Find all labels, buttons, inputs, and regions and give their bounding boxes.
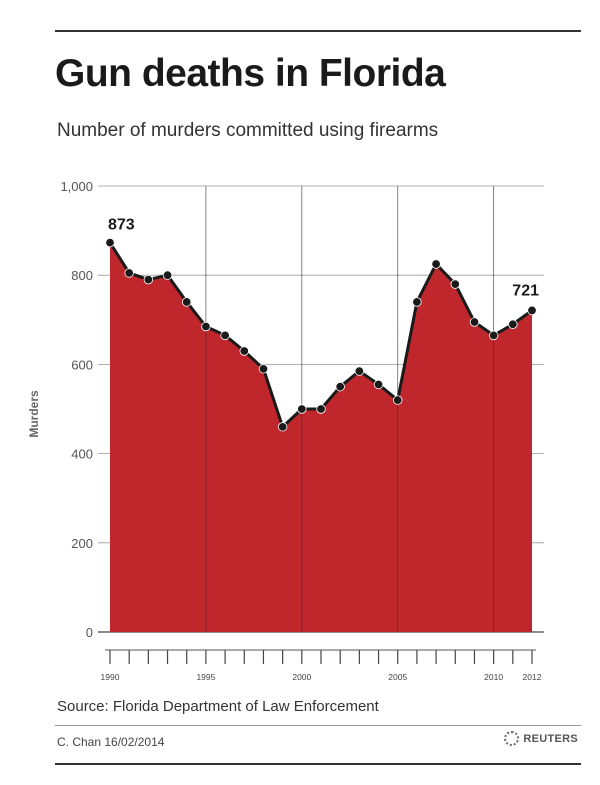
footer-divider xyxy=(55,725,581,726)
data-point xyxy=(527,305,537,316)
data-point xyxy=(431,259,441,269)
y-tick-label: 600 xyxy=(71,357,93,372)
area-layer xyxy=(110,186,532,632)
data-point xyxy=(239,346,249,356)
y-tick-label: 0 xyxy=(86,625,93,640)
x-tick-label: 1995 xyxy=(196,672,215,682)
y-axis-title: Murders xyxy=(27,390,41,438)
data-point xyxy=(297,404,307,414)
bottom-rule xyxy=(55,763,581,765)
reuters-logo: REUTERS xyxy=(504,731,578,746)
value-annotation: 721 xyxy=(512,282,539,299)
data-point xyxy=(335,381,345,392)
x-tick-label: 2010 xyxy=(484,672,503,682)
data-point xyxy=(277,422,288,432)
data-point xyxy=(258,364,269,374)
data-point xyxy=(412,297,422,307)
data-point xyxy=(393,395,403,405)
value-annotation: 873 xyxy=(108,217,135,234)
label-layer: 0 200 400 600 800 1,000 1990 1995 2000 2005 2010 20… xyxy=(27,179,542,682)
area-chart: 0 200 400 600 800 1,000 1990 1995 2000 2005 2010 20… xyxy=(27,179,544,682)
data-point xyxy=(488,330,499,341)
data-point xyxy=(182,297,192,307)
x-tick-label: 2005 xyxy=(388,672,407,682)
data-point xyxy=(162,270,173,280)
axis-layer xyxy=(105,649,536,664)
data-point xyxy=(450,279,460,289)
x-tick-label: 1990 xyxy=(101,672,120,682)
x-tick-label: 2012 xyxy=(523,672,542,682)
point-layer xyxy=(105,237,537,432)
y-tick-label: 800 xyxy=(71,268,93,283)
y-tick-label: 400 xyxy=(71,447,93,462)
data-point xyxy=(508,319,518,329)
reuters-wordmark: REUTERS xyxy=(523,732,578,745)
reuters-dot-icon xyxy=(504,731,520,746)
x-tick-label: 2000 xyxy=(292,672,311,682)
murders-area xyxy=(110,242,532,632)
chart-subtitle: Number of murders committed using firear… xyxy=(57,120,439,141)
chart-title: Gun deaths in Florida xyxy=(55,52,446,95)
data-point xyxy=(316,404,326,414)
y-tick-label: 200 xyxy=(71,536,93,551)
data-point xyxy=(373,379,384,390)
data-point xyxy=(124,268,134,278)
data-point xyxy=(220,330,230,341)
credit-line: C. Chan 16/02/2014 xyxy=(57,735,165,749)
data-point xyxy=(143,274,154,285)
data-point xyxy=(201,321,211,332)
y-tick-label: 1,000 xyxy=(60,179,93,194)
source-note: Source: Florida Department of Law Enforc… xyxy=(57,698,379,715)
top-rule xyxy=(55,30,581,32)
data-point xyxy=(469,317,480,327)
data-point xyxy=(354,366,365,376)
data-point xyxy=(105,237,115,248)
